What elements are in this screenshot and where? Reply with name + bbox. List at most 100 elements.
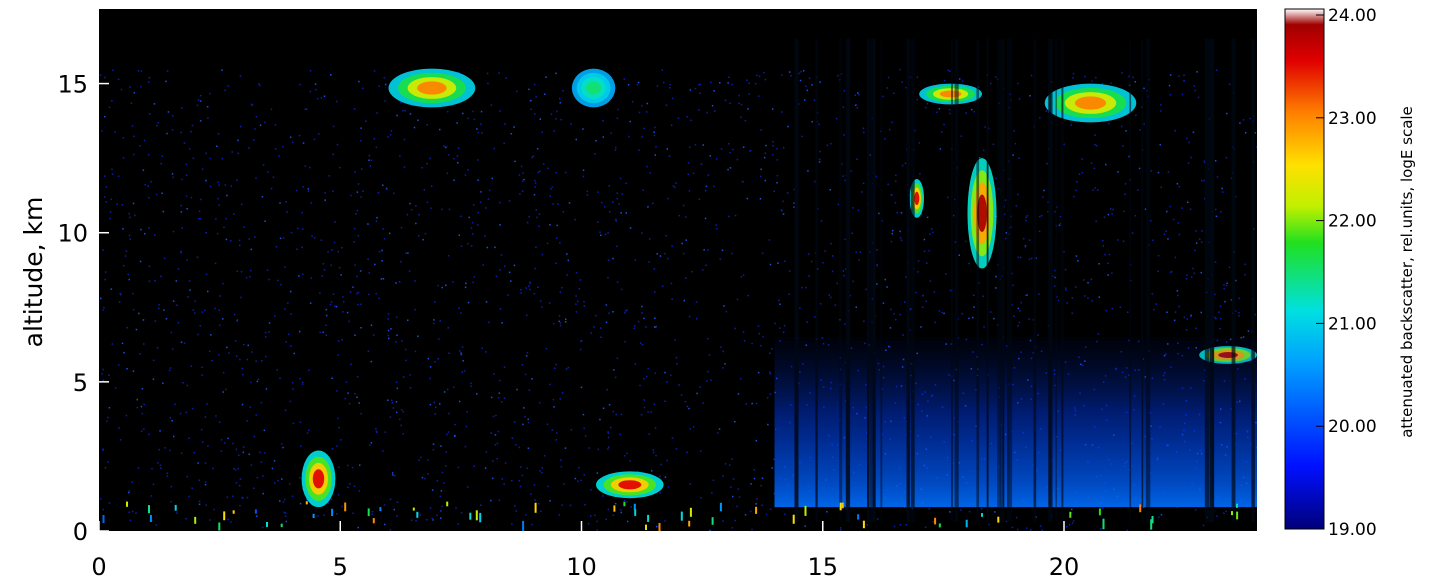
noise-dot [604,206,606,208]
noise-dot [566,253,568,255]
noise-dot [536,209,538,211]
noise-dot [1132,232,1134,234]
noise-dot [615,503,617,505]
noise-dot [472,111,474,113]
noise-dot [560,119,562,121]
noise-dot [602,495,604,497]
noise-dot [431,186,433,188]
noise-dot [1017,325,1019,327]
noise-dot [607,431,609,433]
noise-dot [719,82,721,84]
noise-dot [136,329,138,331]
noise-dot [642,344,644,346]
noise-dot [561,504,563,506]
noise-dot [314,139,316,141]
noise-dot [171,486,173,488]
noise-dot [597,191,599,193]
noise-dot [641,136,643,138]
noise-dot [1065,289,1067,291]
noise-dot [1177,290,1179,292]
noise-dot [717,432,719,434]
noise-dot [1073,73,1075,75]
noise-dot [144,404,146,406]
noise-dot [180,413,182,415]
noise-dot [498,72,500,74]
noise-dot [111,199,113,201]
noise-dot [371,442,373,444]
noise-dot [725,463,727,465]
noise-dot [933,521,935,523]
noise-dot [522,190,524,192]
noise-dot [186,208,188,210]
noise-dot [200,199,202,201]
noise-dot [1127,312,1129,314]
noise-dot [599,232,601,234]
noise-dot [762,336,764,338]
noise-dot [332,191,334,193]
noise-dot [807,321,809,323]
noise-dot [843,106,845,108]
noise-dot [285,410,287,412]
noise-dot [472,222,474,224]
noise-dot [361,413,363,415]
noise-dot [621,414,623,416]
noise-dot [391,400,393,402]
surface-echo [712,517,714,525]
noise-dot [326,315,328,317]
noise-dot [192,125,194,127]
noise-dot [590,515,592,517]
noise-dot [114,131,116,133]
noise-dot [149,113,151,115]
noise-dot [646,111,648,113]
noise-dot [182,382,184,384]
noise-dot [556,432,558,434]
noise-dot [275,124,277,126]
noise-dot [654,268,656,270]
noise-dot [461,354,463,356]
noise-dot [836,118,838,120]
noise-dot [255,360,257,362]
noise-dot [205,416,207,418]
noise-dot [248,147,250,149]
noise-dot [458,308,460,310]
noise-dot [685,401,687,403]
noise-dot [101,373,103,375]
noise-dot [638,321,640,323]
noise-dot [588,523,590,525]
noise-dot [529,283,531,285]
noise-dot [583,428,585,430]
noise-dot [1106,310,1108,312]
noise-dot [153,378,155,380]
noise-dot [486,451,488,453]
noise-dot [1117,171,1119,173]
noise-dot [186,259,188,261]
noise-dot [448,327,450,329]
noise-dot [110,211,112,213]
noise-dot [1156,303,1158,305]
noise-dot [427,124,429,126]
noise-dot [191,488,193,490]
noise-dot [415,520,417,522]
noise-dot [427,202,429,204]
noise-dot [435,413,437,415]
noise-dot [402,411,404,413]
noise-dot [300,503,302,505]
noise-dot [439,403,441,405]
noise-dot [495,415,497,417]
noise-dot [178,322,180,324]
noise-dot [111,169,113,171]
noise-dot [844,275,846,277]
noise-dot [628,84,630,86]
noise-dot [627,521,629,523]
noise-dot [1075,190,1077,192]
surface-echo [479,513,481,522]
noise-dot [883,302,885,304]
noise-dot [772,145,774,147]
noise-dot [349,483,351,485]
noise-dot [858,210,860,212]
noise-dot [226,195,228,197]
signal-dropout-streak [1232,39,1236,522]
noise-dot [745,120,747,122]
noise-dot [249,454,251,456]
noise-dot [671,125,673,127]
